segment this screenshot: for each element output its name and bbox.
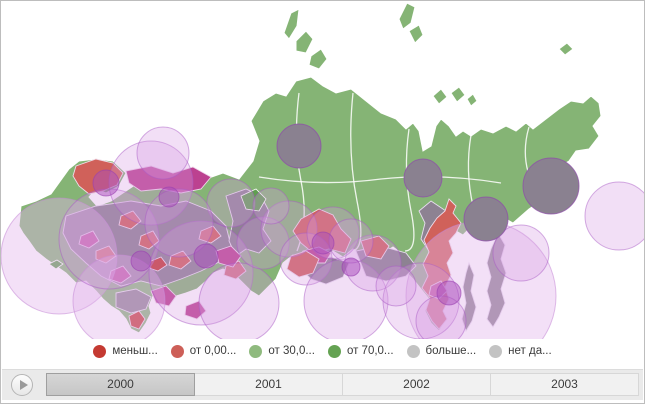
region-kamchatka[interactable] <box>486 232 507 328</box>
bubble[interactable] <box>252 187 290 225</box>
island-novaya-zemlya[interactable] <box>283 8 328 70</box>
year-2000-button[interactable]: 2000 <box>46 373 195 396</box>
year-2001-button[interactable]: 2001 <box>194 373 343 396</box>
bubble[interactable] <box>375 265 417 307</box>
bubble[interactable] <box>403 158 443 198</box>
legend-label: от 30,0... <box>268 345 315 357</box>
region-red-small-5[interactable] <box>198 225 222 244</box>
bubble[interactable] <box>492 224 550 282</box>
legend-dot-lightgreen-icon <box>249 344 263 358</box>
legend-item-more[interactable]: больше... <box>406 344 477 358</box>
timeline: 2000 2001 2002 2003 <box>2 369 643 400</box>
legend: меньш... от 0,00... от 30,0... от 70,0..… <box>1 339 644 363</box>
legend-label: от 70,0... <box>346 345 394 357</box>
bubble[interactable] <box>436 280 462 306</box>
region-krasnoyarsk-south-red[interactable] <box>292 208 352 254</box>
bubble[interactable] <box>158 186 180 208</box>
region-kaliningrad[interactable] <box>48 259 64 270</box>
legend-label: от 0,00... <box>189 345 237 357</box>
bubble[interactable] <box>311 231 335 255</box>
bubble[interactable] <box>92 169 120 197</box>
region-red-small-3[interactable] <box>168 250 192 270</box>
legend-label: меньш... <box>112 345 158 357</box>
region-arkhangelsk-magenta[interactable] <box>125 165 212 194</box>
legend-label: больше... <box>425 345 477 357</box>
region-gray-caucasus[interactable] <box>115 288 152 314</box>
legend-label: нет да... <box>508 345 552 357</box>
bubble[interactable] <box>1 197 118 315</box>
bubble[interactable] <box>341 257 361 277</box>
play-icon <box>20 380 28 390</box>
bubble[interactable] <box>148 220 254 326</box>
legend-dot-gray-icon <box>406 344 420 358</box>
year-selector: 2000 2001 2002 2003 <box>46 373 639 396</box>
region-magenta-small-4[interactable] <box>108 265 132 284</box>
legend-dot-salmon-icon <box>170 344 184 358</box>
bubble[interactable] <box>463 196 509 242</box>
legend-item-less[interactable]: меньш... <box>93 344 158 358</box>
legend-item-from30[interactable]: от 30,0... <box>249 344 315 358</box>
play-button[interactable] <box>11 374 33 396</box>
year-2003-button[interactable]: 2003 <box>490 373 639 396</box>
bubble[interactable] <box>276 123 322 169</box>
island-new-siberian[interactable] <box>432 86 478 107</box>
bubble[interactable] <box>198 262 280 339</box>
bubble[interactable] <box>206 178 256 228</box>
russia-bubble-map[interactable] <box>1 1 645 339</box>
legend-item-nodata[interactable]: нет да... <box>489 344 552 358</box>
legend-dot-red-icon <box>93 344 107 358</box>
island-severnaya-zemlya[interactable] <box>398 2 424 44</box>
bubble[interactable] <box>328 218 374 264</box>
bubble[interactable] <box>522 157 580 215</box>
bubble[interactable] <box>136 126 190 180</box>
bubble[interactable] <box>144 188 214 258</box>
region-bashkir-magenta[interactable] <box>215 245 242 268</box>
region-caucasus-red-tip[interactable] <box>128 310 146 330</box>
bubble[interactable] <box>260 200 318 258</box>
bubble[interactable] <box>130 250 152 272</box>
legend-dot-gray-icon <box>489 344 503 358</box>
legend-dot-green-icon <box>327 344 341 358</box>
bubble[interactable] <box>193 243 219 269</box>
region-magenta-small-3[interactable] <box>78 230 100 249</box>
region-chita-red[interactable] <box>360 235 390 260</box>
legend-item-from70[interactable]: от 70,0... <box>327 344 394 358</box>
bubble[interactable] <box>236 216 290 270</box>
legend-item-from0[interactable]: от 0,00... <box>170 344 237 358</box>
island-wrangel[interactable] <box>558 42 574 56</box>
bubble-layer[interactable] <box>1 123 645 339</box>
bubble[interactable] <box>584 181 645 251</box>
year-2002-button[interactable]: 2002 <box>342 373 491 396</box>
